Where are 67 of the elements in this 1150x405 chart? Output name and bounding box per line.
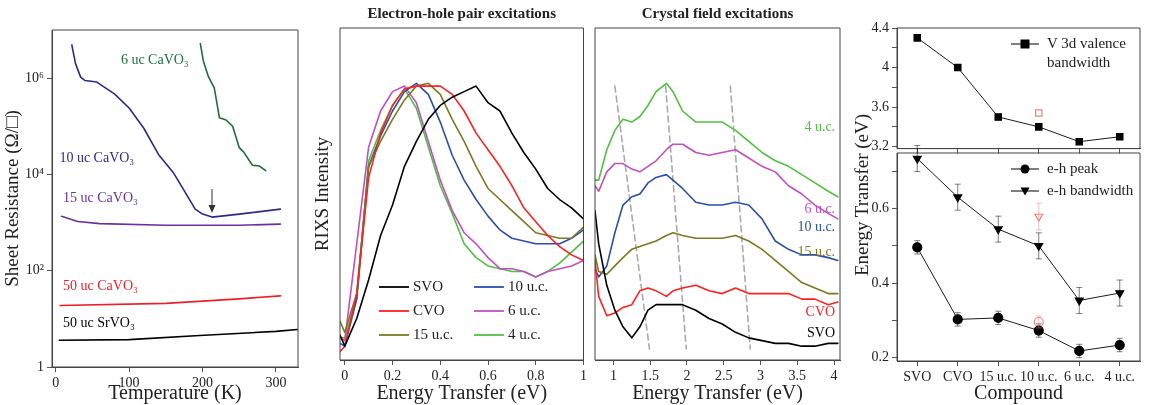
y-tick-label: 10⁶ [25, 69, 45, 85]
point [994, 113, 1003, 121]
series-label: 50 uc CaVO₃ [63, 277, 139, 293]
x-tick-label: 0 [341, 368, 349, 384]
x-tick-label: 3 [757, 368, 765, 384]
x-tick-label: 300 [265, 375, 287, 391]
y-tick-label: 0.2 [871, 348, 889, 364]
series-label: CVO [805, 303, 836, 319]
legend-label: V 3d valence bandwidth [1047, 34, 1127, 70]
legend-label: e-h peak [1047, 159, 1099, 176]
legend-label: 4 u.c. [507, 325, 541, 342]
x-tick-label: 0 [52, 375, 60, 391]
x-tick-label: 0.4 [431, 368, 450, 384]
y-tick-label: 3.6 [871, 98, 889, 114]
x-axis-title: Energy Transfer (eV) [376, 381, 548, 405]
y-tick-label: 3.2 [871, 138, 889, 154]
y-tick-label: 1 [37, 358, 44, 374]
x-axis-title: Energy Transfer (eV) [632, 381, 803, 405]
y-tick-label: 0.6 [871, 200, 889, 216]
point [1075, 137, 1084, 146]
x-tick-label: 2.5 [715, 368, 733, 384]
series-label: SVO [807, 325, 836, 341]
x-tick-label: 1 [580, 368, 587, 384]
legend-label: CVO [412, 301, 445, 318]
chart-title: Crystal field excitations [641, 5, 794, 21]
point [1034, 243, 1044, 251]
y-tick-label: 0.4 [871, 274, 889, 290]
x-tick-label: SVO [903, 369, 932, 385]
point [1034, 123, 1043, 131]
chart-title: Electron-hole pair excitations [367, 5, 557, 21]
legend-label: SVO [412, 277, 444, 294]
x-tick-label: 1 [609, 368, 617, 384]
y-axis-title: Energy Transfer (eV) [850, 113, 873, 277]
point [1074, 297, 1084, 306]
legend-label: e-h bandwidth [1047, 181, 1134, 198]
point [953, 194, 963, 203]
y-tick-label: 4 [882, 59, 889, 75]
series-label: 10 u.c. [797, 218, 836, 234]
x-tick-label: 0.6 [479, 368, 497, 384]
x-tick-label: 4 [830, 368, 838, 384]
point [913, 34, 922, 42]
x-tick-label: 6 u.c. [1063, 369, 1095, 385]
point [1115, 132, 1124, 141]
y-axis-title: RIXS Intensity [310, 136, 332, 252]
point [1115, 290, 1125, 299]
x-tick-label: 2 [683, 368, 691, 384]
point [953, 63, 962, 72]
x-tick-label: 4 u.c. [1104, 369, 1136, 385]
x-tick-label: 0.2 [383, 368, 402, 384]
x-tick-label: 0.8 [527, 368, 545, 384]
legend-label: 10 u.c. [507, 277, 549, 294]
legend-label: 6 u.c. [507, 301, 541, 318]
series-label: 6 uc CaVO₃ [120, 52, 189, 67]
point [993, 226, 1003, 235]
text: 4 u.c. [804, 119, 836, 135]
x-tick-label: CVO [942, 369, 973, 385]
series-label: 15 uc CaVO₃ [63, 190, 139, 206]
y-tick-label: 4.4 [871, 19, 889, 35]
legend-label: 15 u.c. [412, 325, 454, 342]
point [912, 155, 922, 164]
x-tick-label: 1.5 [641, 368, 659, 384]
y-tick-label: 10⁴ [25, 166, 45, 182]
y-axis-title: Sheet Resistance (Ω/□) [0, 110, 23, 287]
series-label: 10 uc CaVO₃ [59, 149, 135, 165]
x-tick-label: 3.5 [788, 368, 807, 384]
series-label: 50 uc SrVO₃ [63, 314, 135, 330]
y-tick-label: 10² [25, 262, 44, 278]
